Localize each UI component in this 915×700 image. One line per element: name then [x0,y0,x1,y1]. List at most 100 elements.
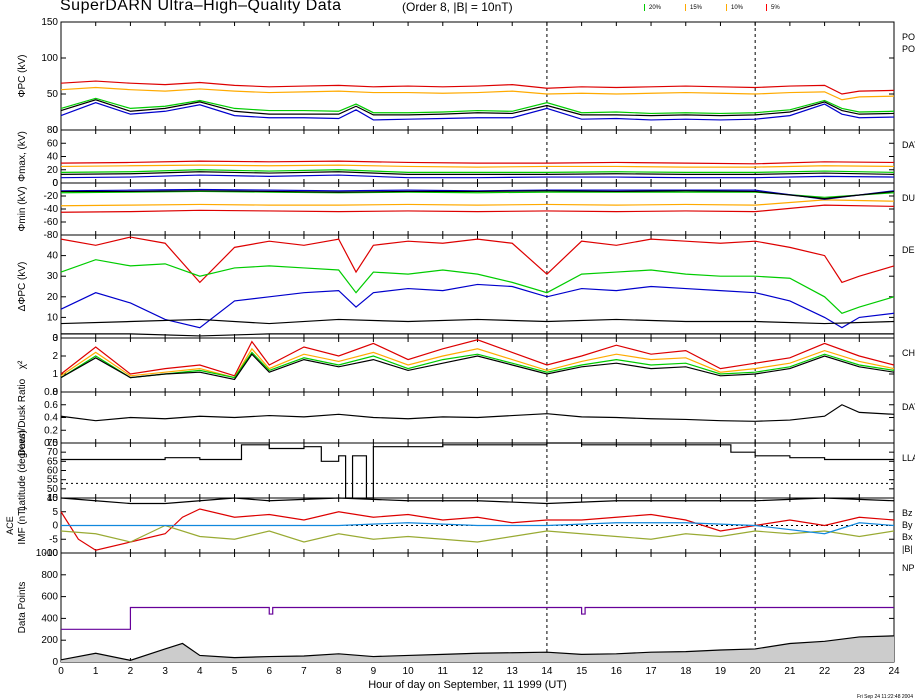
y-axis-label: ΔΦPC (kV) [17,262,28,312]
y-tick-label: 0.4 [44,413,58,424]
x-tick-label: 18 [680,666,692,677]
legend-label: 10% [731,5,744,12]
y-tick-label: 0 [52,178,58,189]
series-line [60,190,895,198]
y-tick-label: 0.6 [44,400,58,411]
y-tick-label: 0.8 [44,387,58,398]
right-label: |B| [902,544,913,554]
y-tick-label: 3 [52,333,58,344]
y-tick-label: 45 [47,493,59,504]
y-tick-label: 1 [52,369,58,380]
series-line [60,259,895,314]
y-axis-label: Data Points [17,582,28,634]
right-label: DAY [902,402,915,412]
x-tick-label: 0 [58,666,64,677]
y-tick-label: 30 [47,271,59,282]
y-tick-label: 40 [47,251,59,262]
x-tick-label: 23 [854,666,866,677]
series-line [60,188,895,200]
y-tick-label: 80 [47,125,59,136]
y-axis-label: ACE [5,516,15,535]
series-line [61,190,895,200]
x-tick-label: 6 [266,666,272,677]
series-line [60,339,895,377]
y-tick-label: -60 [44,217,59,228]
right-label: CH [902,348,915,358]
x-tick-label: 19 [715,666,727,677]
panel-frame [60,337,895,393]
right-label: DAY [902,140,915,150]
x-tick-label: 3 [162,666,168,677]
series-line [60,318,895,325]
x-tick-label: 20 [750,666,762,677]
legend-item: 20% [644,4,661,11]
series-line [60,169,895,173]
series-line [60,99,895,117]
x-axis-label: Hour of day on September, 11 1999 (UT) [368,679,567,691]
y-tick-label: 40 [47,152,59,163]
x-tick-label: 2 [128,666,134,677]
y-tick-label: 20 [47,292,59,303]
y-tick-label: 0 [52,125,58,136]
panel-frame [60,234,895,339]
right-label: DU [902,193,915,203]
series-line [60,236,895,284]
series-line [60,174,895,179]
legend-label: 5% [771,5,780,12]
y-tick-label: 0 [52,178,58,189]
y-tick-label: 200 [41,635,58,646]
y-tick-label: 60 [47,138,59,149]
series-line [60,353,895,381]
x-tick-label: 17 [645,666,657,677]
y-tick-label: -10 [44,548,59,559]
series-line [60,204,895,213]
y-tick-label: 1000 [36,548,59,559]
y-axis-label: Φmin (kV) [17,186,28,231]
x-tick-label: 15 [576,666,588,677]
series-line [60,351,895,379]
y-tick-label: 0 [52,333,58,344]
y-tick-label: 75 [47,438,59,449]
y-axis-label: Φmax, (kV) [17,131,28,182]
x-tick-label: 10 [403,666,415,677]
y-tick-label: 50 [47,89,59,100]
y-tick-label: 800 [41,570,58,581]
right-label: PO [902,44,915,54]
y-tick-label: 0 [52,521,58,532]
x-tick-label: 9 [371,666,377,677]
y-tick-label: 10 [47,312,59,323]
y-tick-label: 0 [52,387,58,398]
x-tick-label: 14 [541,666,553,677]
timestamp-stamp: Fri Sep 24 11:22:48 2004 [856,694,913,700]
y-tick-label: -80 [44,230,59,241]
right-label: LLA [902,453,915,463]
y-axis-label: Dawn/Dusk Ratio [17,378,28,456]
y-tick-label: 100 [41,53,58,64]
y-tick-label: 400 [41,613,58,624]
x-tick-label: 5 [232,666,238,677]
x-tick-label: 4 [197,666,203,677]
y-tick-label: 55 [47,475,59,486]
y-tick-label: 0.2 [44,425,58,436]
y-tick-label: 5 [52,507,58,518]
series-area [61,635,894,662]
right-label: NP [902,563,915,573]
header-title: SuperDARN Ultra–High–Quality Data [60,0,342,14]
y-tick-label: 60 [47,466,59,477]
y-tick-label: 70 [47,447,59,458]
series-line [60,86,895,101]
header-subtitle: (Order 8, |B| = 10nT) [402,0,513,14]
y-axis-label: IMF (nT) [17,506,28,544]
x-tick-label: 1 [93,666,99,677]
x-tick-label: 16 [611,666,623,677]
right-label: PO [902,32,915,42]
series-line [60,102,895,121]
series-line [60,497,895,505]
y-tick-label: 2 [52,351,58,362]
x-tick-label: 22 [819,666,831,677]
y-axis-label: Latitude (degrees) [17,430,28,511]
x-tick-label: 21 [784,666,796,677]
series-line [60,524,895,543]
y-tick-label: 0 [52,657,58,668]
x-tick-label: 13 [507,666,519,677]
